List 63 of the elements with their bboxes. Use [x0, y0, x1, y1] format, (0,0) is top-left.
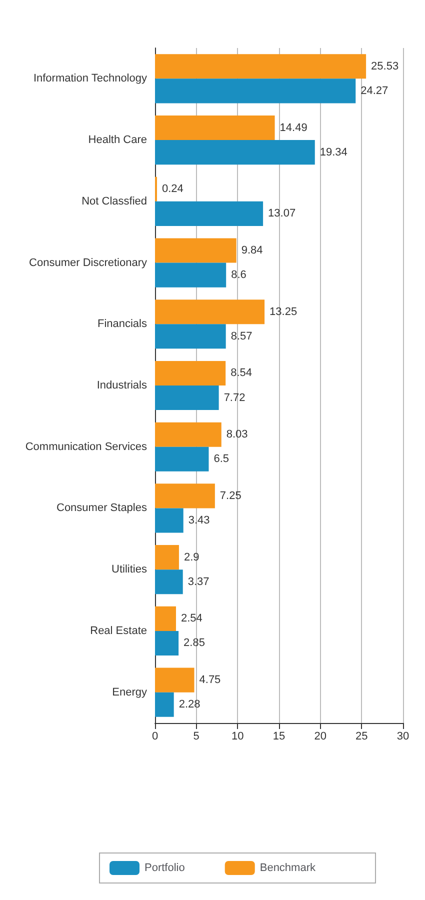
data-label: 2.28	[178, 698, 200, 711]
y-tick-label: Real Estate	[90, 624, 147, 637]
bar	[155, 422, 222, 447]
bar	[155, 630, 179, 656]
data-label: 7.72	[224, 392, 246, 404]
y-tick-label: Communication Services	[25, 440, 148, 453]
data-label: 2.54	[180, 612, 202, 625]
x-tick-label: 20	[314, 730, 326, 742]
bar	[155, 386, 219, 410]
bar	[155, 238, 236, 263]
data-label: 6.5	[214, 453, 230, 466]
bar	[155, 446, 209, 472]
y-tick-label: Industrials	[96, 380, 148, 392]
data-label: 24.27	[360, 84, 388, 97]
data-label: 7.25	[220, 490, 242, 502]
data-label: 14.49	[280, 122, 308, 134]
data-label: 0.24	[162, 183, 184, 196]
bar	[155, 545, 179, 570]
x-tick-label: 5	[193, 730, 200, 742]
data-label: 8.54	[230, 367, 252, 380]
y-tick-label: Consumer Staples	[56, 502, 148, 514]
bar	[155, 570, 183, 594]
bar	[155, 300, 265, 324]
legend-label: Benchmark	[260, 862, 316, 874]
bar	[155, 201, 264, 226]
x-tick-label: 25	[356, 730, 368, 742]
data-label: 13.25	[270, 306, 298, 318]
bar	[155, 324, 226, 349]
data-label: 4.75	[199, 674, 221, 686]
y-tick-label: Utilities	[112, 564, 148, 576]
bar	[155, 262, 226, 288]
y-tick-label: Information Technology	[33, 72, 148, 85]
y-tick-label: Energy	[112, 686, 148, 698]
bar	[155, 116, 275, 140]
x-tick-label: 0	[152, 730, 158, 742]
bar	[155, 140, 315, 165]
data-label: 8.03	[226, 428, 248, 441]
legend-label: Portfolio	[144, 862, 185, 874]
data-label: 8.57	[230, 330, 252, 342]
x-tick-label: 15	[272, 730, 286, 742]
y-tick-label: Financials	[97, 318, 148, 330]
data-label: 3.43	[188, 514, 210, 526]
data-label: 2.85	[184, 637, 205, 650]
x-tick-label: 10	[232, 730, 244, 742]
bar	[155, 668, 194, 692]
bar	[155, 360, 226, 386]
data-label: 19.34	[320, 146, 348, 158]
y-tick-label: Health Care	[88, 134, 147, 146]
data-label: 8.6	[231, 269, 246, 282]
bar	[155, 692, 174, 717]
bar	[155, 54, 366, 79]
bar	[155, 78, 356, 104]
bar	[155, 508, 184, 533]
data-label: 2.9	[184, 551, 200, 564]
data-label: 9.84	[241, 244, 263, 256]
bar	[155, 484, 215, 508]
y-tick-label: Consumer Discretionary	[29, 256, 148, 269]
data-label: 3.37	[188, 576, 210, 588]
data-label: 25.53	[371, 60, 399, 72]
data-label: 13.07	[268, 208, 296, 220]
x-tick-label: 30	[396, 730, 410, 742]
y-tick-label: Not Classfied	[82, 195, 147, 208]
bar	[155, 606, 176, 631]
